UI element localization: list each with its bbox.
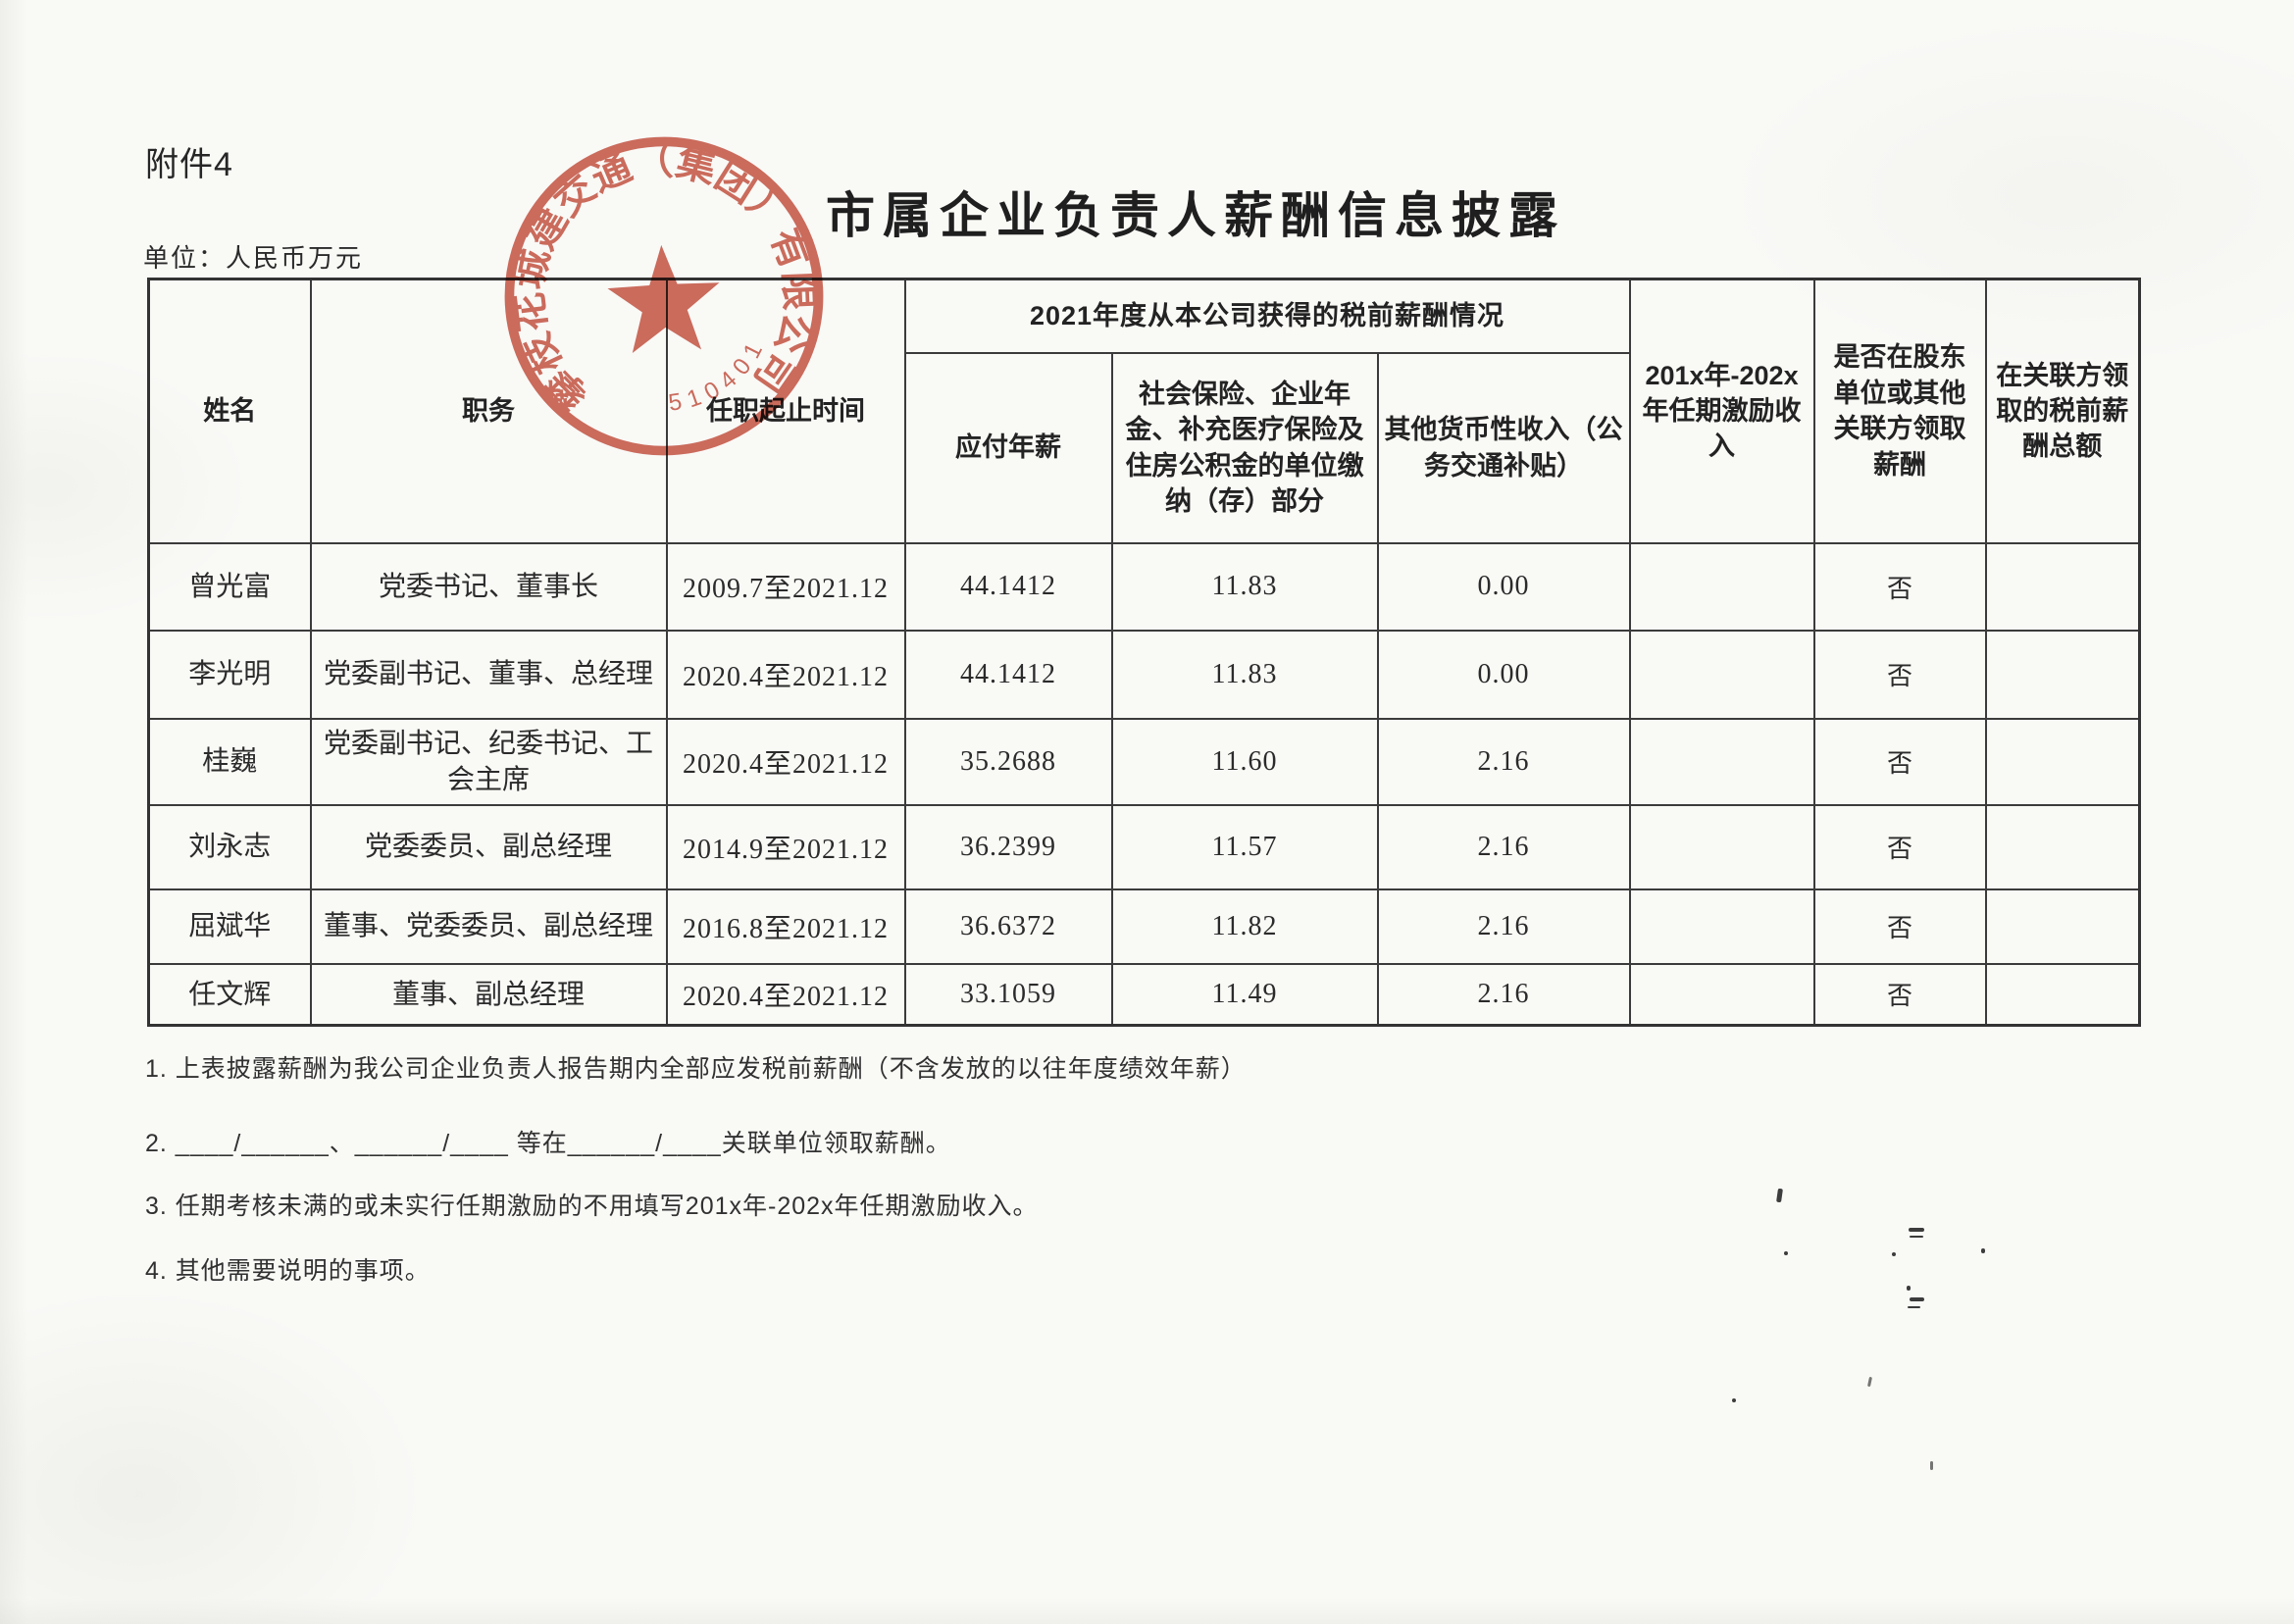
company-seal: 攀枝花城建交通（集团）有限公司 51040150: [484, 115, 825, 456]
cell-annual: 36.6372: [903, 888, 1113, 965]
cell-tenure: 2016.8至2021.12: [665, 888, 906, 965]
cell-tenure: 2020.4至2021.12: [665, 962, 906, 1027]
table-row: 屈斌华 董事、党委委员、副总经理 2016.8至2021.12 36.6372 …: [147, 888, 2141, 965]
col-header-insurance: 社会保险、企业年金、补充医疗保险及住房公积金的单位缴纳（存）部分: [1110, 351, 1379, 544]
ink-speck: [1930, 1461, 1933, 1470]
cell-insurance: 11.49: [1110, 962, 1379, 1027]
cell-name: 桂巍: [147, 717, 312, 806]
cell-annual: 36.2399: [903, 803, 1113, 890]
salary-table: 姓名 职务 任职起止时间 2021年度从本公司获得的税前薪酬情况 201x年-2…: [147, 278, 2142, 1027]
cell-shareholder: 否: [1812, 803, 1987, 890]
cell-name: 刘永志: [147, 803, 312, 890]
cell-position: 董事、副总经理: [309, 962, 668, 1027]
ink-speck: [1892, 1252, 1896, 1256]
cell-incentive: [1628, 541, 1815, 632]
unit-label: 单位：人民币万元: [143, 243, 364, 273]
ink-speck: [1784, 1251, 1788, 1255]
cell-other: 2.16: [1376, 803, 1631, 890]
cell-related: [1984, 629, 2141, 720]
col-header-tenure: 任职起止时间: [665, 278, 906, 544]
cell-related: [1984, 803, 2141, 890]
footnote-1: 1. 上表披露薪酬为我公司企业负责人报告期内全部应发税前薪酬（不含发放的以往年度…: [145, 1055, 1247, 1083]
seal-ring: [504, 136, 824, 456]
footnote-3: 3. 任期考核未满的或未实行任期激励的不用填写201x年-202x年任期激励收入…: [145, 1193, 1039, 1220]
seal-star-icon: [607, 244, 720, 354]
col-header-other-income: 其他货币性收入（公务交通补贴）: [1376, 351, 1631, 544]
cell-other: 2.16: [1376, 717, 1631, 806]
cell-position: 党委副书记、纪委书记、工会主席: [309, 717, 668, 806]
cell-related: [1984, 888, 2141, 965]
cell-insurance: 11.82: [1110, 888, 1379, 965]
cell-name: 任文辉: [147, 962, 312, 1027]
cell-other: 0.00: [1376, 629, 1631, 720]
cell-tenure: 2014.9至2021.12: [665, 803, 906, 890]
ink-speck: [1910, 1297, 1924, 1301]
cell-position: 党委书记、董事长: [309, 541, 668, 632]
cell-other: 2.16: [1376, 962, 1631, 1027]
cell-shareholder: 否: [1812, 717, 1987, 806]
ink-speck: [1909, 1228, 1924, 1232]
cell-shareholder: 否: [1812, 541, 1987, 632]
cell-incentive: [1628, 629, 1815, 720]
table-row: 任文辉 董事、副总经理 2020.4至2021.12 33.1059 11.49…: [147, 962, 2141, 1027]
cell-other: 0.00: [1376, 541, 1631, 632]
table-row: 刘永志 党委委员、副总经理 2014.9至2021.12 36.2399 11.…: [147, 803, 2141, 890]
cell-tenure: 2020.4至2021.12: [665, 629, 906, 720]
col-header-shareholder-pay: 是否在股东单位或其他关联方领取薪酬: [1812, 278, 1987, 544]
cell-insurance: 11.60: [1110, 717, 1379, 806]
cell-incentive: [1628, 962, 1815, 1027]
header-row-sub: 应付年薪 社会保险、企业年金、补充医疗保险及住房公积金的单位缴纳（存）部分 其他…: [149, 351, 2140, 544]
ink-speck: [1907, 1286, 1911, 1291]
cell-related: [1984, 541, 2141, 632]
table-row: 曾光富 党委书记、董事长 2009.7至2021.12 44.1412 11.8…: [147, 541, 2141, 632]
cell-other: 2.16: [1376, 888, 1631, 965]
cell-incentive: [1628, 717, 1815, 806]
table-row: 桂巍 党委副书记、纪委书记、工会主席 2020.4至2021.12 35.268…: [147, 717, 2141, 806]
cell-annual: 35.2688: [903, 717, 1113, 806]
cell-shareholder: 否: [1812, 888, 1987, 965]
cell-position: 党委副书记、董事、总经理: [309, 629, 668, 720]
col-header-group-2021: 2021年度从本公司获得的税前薪酬情况: [903, 278, 1631, 354]
col-header-incentive: 201x年-202x年任期激励收入: [1628, 278, 1815, 544]
col-header-related-total: 在关联方领取的税前薪酬总额: [1984, 278, 2141, 544]
col-header-annual-salary: 应付年薪: [903, 351, 1113, 544]
header-row-group: 姓名 职务 任职起止时间 2021年度从本公司获得的税前薪酬情况 201x年-2…: [147, 278, 2141, 544]
cell-annual: 44.1412: [903, 541, 1113, 632]
footnote-4: 4. 其他需要说明的事项。: [145, 1257, 431, 1285]
cell-name: 屈斌华: [147, 888, 312, 965]
attachment-label: 附件4: [145, 146, 233, 183]
ink-speck: [1776, 1188, 1783, 1203]
table-row: 李光明 党委副书记、董事、总经理 2020.4至2021.12 44.1412 …: [147, 629, 2141, 720]
cell-shareholder: 否: [1812, 629, 1987, 720]
col-header-position: 职务: [309, 278, 668, 544]
cell-annual: 44.1412: [903, 629, 1113, 720]
cell-name: 李光明: [147, 629, 312, 720]
cell-insurance: 11.83: [1110, 629, 1379, 720]
cell-incentive: [1628, 803, 1815, 890]
footnote-2: 2. ____/______、______/____ 等在______/____…: [145, 1130, 951, 1157]
cell-position: 董事、党委委员、副总经理: [309, 888, 668, 965]
cell-name: 曾光富: [147, 541, 312, 632]
cell-position: 党委委员、副总经理: [309, 803, 668, 890]
cell-tenure: 2020.4至2021.12: [665, 717, 906, 806]
document-title: 市属企业负责人薪酬信息披露: [826, 188, 1565, 243]
col-header-name: 姓名: [147, 278, 312, 544]
ink-speck: [1981, 1248, 1985, 1253]
cell-incentive: [1628, 888, 1815, 965]
cell-tenure: 2009.7至2021.12: [665, 541, 906, 632]
cell-related: [1984, 962, 2141, 1027]
cell-insurance: 11.83: [1110, 541, 1379, 632]
ink-speck: [1732, 1398, 1736, 1402]
cell-insurance: 11.57: [1110, 803, 1379, 890]
cell-annual: 33.1059: [903, 962, 1113, 1027]
cell-related: [1984, 717, 2141, 806]
ink-speck: [1866, 1376, 1873, 1388]
cell-shareholder: 否: [1812, 962, 1987, 1027]
